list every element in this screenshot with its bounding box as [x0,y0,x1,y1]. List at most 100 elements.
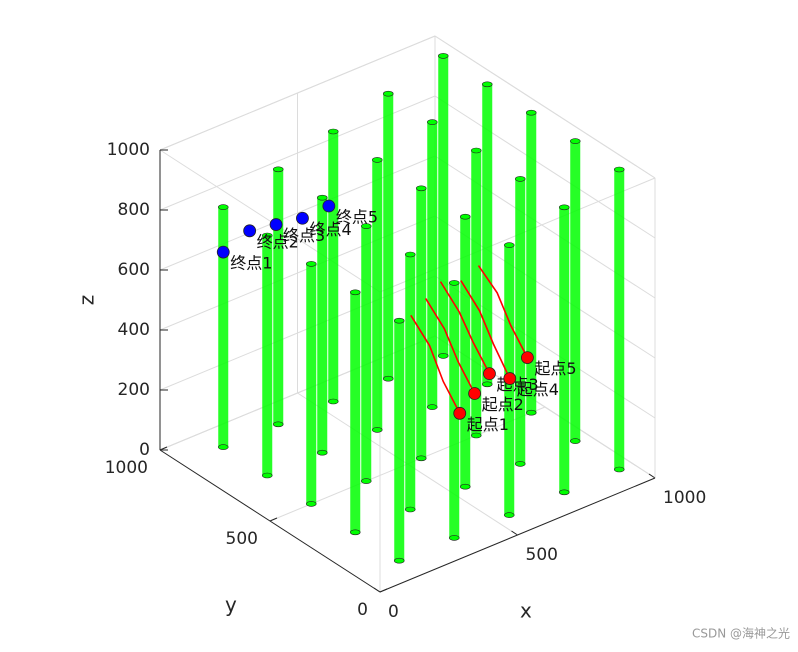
y-tick-label: 500 [226,529,258,549]
trajectory [439,281,491,375]
obstacle [515,178,526,464]
watermark: CSDN @海神之光 [692,626,790,641]
x-axis-label: x [520,599,532,623]
obstacle [317,197,328,453]
obstacle-bottom [404,506,416,513]
obstacle-top [525,109,537,116]
obstacle-top [393,317,405,324]
obstacle-bottom [327,398,339,405]
obstacle [526,112,537,413]
obstacle-top [327,128,339,135]
obstacle-bottom [470,432,482,439]
tick-mark [648,473,656,479]
obstacle-top [569,138,581,144]
obstacle-top [316,194,328,201]
start-point-label: 起点1 [467,415,509,434]
y-axis-line [159,449,381,593]
trajectory [477,265,529,358]
obstacle-bottom [360,478,372,484]
obstacle [350,292,361,533]
obstacle-top [503,242,515,248]
obstacle-bottom [349,529,361,536]
trajectory [460,280,511,379]
obstacle-bottom [525,409,537,416]
end-point-label: 终点2 [257,232,299,251]
end-point [322,199,336,213]
obstacle-bottom [316,449,328,456]
obstacle-top [514,176,526,182]
obstacle [482,84,493,385]
obstacle [372,159,383,430]
obstacle [416,188,427,459]
obstacle-bottom [613,466,625,473]
obstacle [471,150,482,436]
trajectory [410,314,461,414]
grid-line [434,35,656,179]
start-point-label: 起点5 [534,359,576,378]
obstacle-bottom [459,483,471,490]
start-point [503,372,517,385]
obstacle-top [448,280,460,286]
tick-mark [511,530,518,536]
obstacle-top [426,119,438,125]
obstacle [218,207,229,448]
obstacle [438,55,449,356]
obstacle-bottom [371,427,383,433]
x-tick-label: 1000 [663,488,706,508]
obstacle [460,216,471,487]
obstacle-top [459,213,471,220]
obstacle-top [217,204,229,210]
obstacle [559,207,570,493]
x-tick-label: 0 [388,602,399,622]
obstacle [262,235,273,476]
obstacle-top [558,204,570,211]
obstacle-top [360,223,372,229]
y-tick-label: 1000 [105,458,148,478]
obstacle-bottom [503,512,515,518]
start-point-label: 起点4 [517,380,559,399]
trajectory [424,298,476,394]
obstacle-top [272,166,284,173]
end-point [216,245,230,259]
obstacle-top [404,251,416,258]
obstacle [328,131,339,402]
obstacle [394,320,405,561]
obstacle [614,169,625,470]
obstacle-bottom [305,501,317,507]
z-tick-label: 400 [118,320,150,340]
tick-mark [159,446,168,451]
obstacle-bottom [393,557,405,564]
obstacle [427,122,438,408]
obstacle-bottom [382,375,394,382]
end-point-label: 终点3 [283,226,325,245]
y-axis-label: y [225,593,237,617]
obstacle-top [470,147,482,154]
obstacle-bottom [569,438,581,444]
end-point [243,224,257,238]
obstacle-bottom [217,444,229,450]
obstacle-bottom [426,404,438,410]
start-point [521,351,534,365]
z-axis-label: z [75,295,99,306]
tick-mark [269,517,278,522]
start-point [468,387,482,400]
z-tick-label: 0 [139,440,150,460]
obstacle [383,93,394,379]
obstacle [361,226,372,482]
end-point [269,218,283,231]
box-edge [159,149,381,293]
obstacle-top [305,261,317,267]
obstacle-top [415,185,427,192]
y-tick-label: 0 [357,600,368,620]
obstacle-bottom [448,535,460,541]
obstacle-bottom [514,461,526,467]
obstacle-top [382,90,394,97]
obstacle-top [349,289,361,296]
end-point-label: 终点1 [230,254,272,273]
obstacle [306,263,317,504]
start-point [453,406,467,420]
obstacle-top [261,232,273,239]
obstacle-bottom [558,489,570,496]
obstacle-top [437,53,449,59]
